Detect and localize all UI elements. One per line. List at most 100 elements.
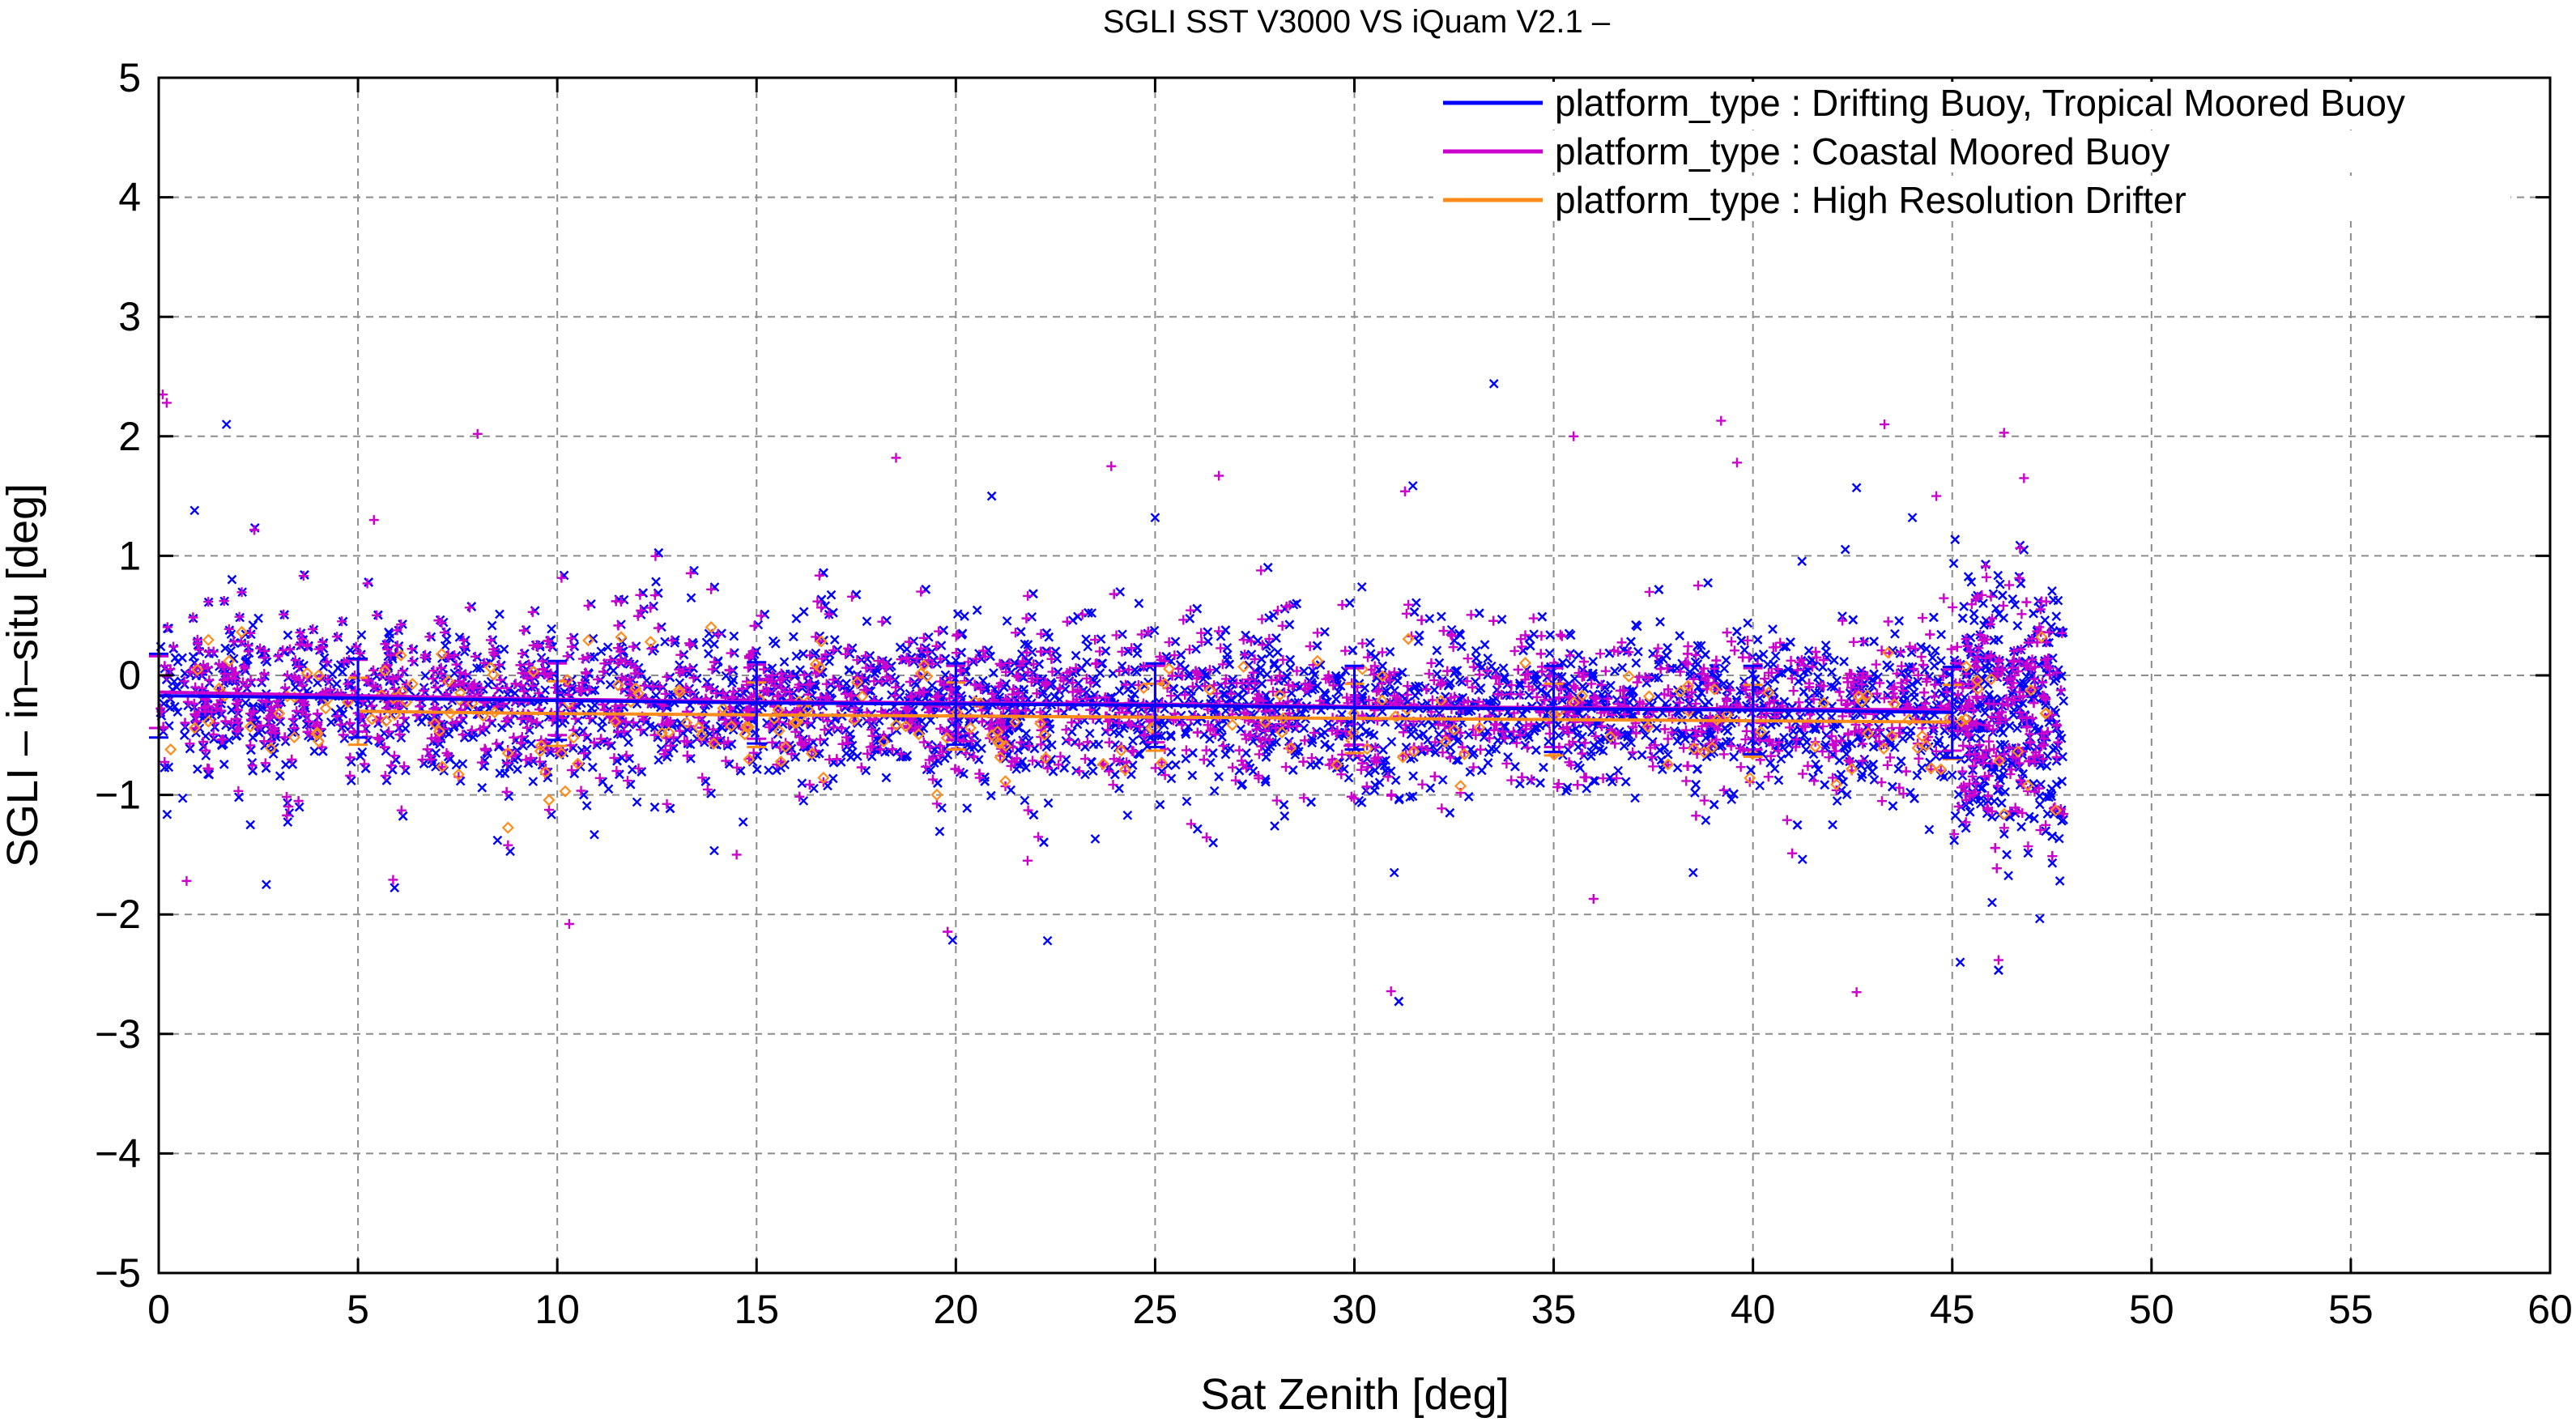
data-point bbox=[1582, 783, 1592, 794]
data-point bbox=[1475, 608, 1484, 619]
data-point bbox=[1894, 615, 1904, 626]
data-point bbox=[1220, 749, 1231, 760]
data-point bbox=[686, 593, 696, 603]
data-point bbox=[1432, 645, 1442, 656]
data-point bbox=[2029, 608, 2038, 619]
data-point bbox=[1917, 763, 1927, 773]
data-point bbox=[219, 759, 229, 769]
data-point bbox=[738, 817, 748, 827]
data-point bbox=[221, 419, 232, 429]
data-point bbox=[1909, 687, 1919, 697]
data-point bbox=[1405, 792, 1415, 803]
data-point bbox=[526, 739, 537, 749]
data-point bbox=[162, 809, 172, 820]
data-point bbox=[1284, 619, 1295, 630]
data-point bbox=[1222, 654, 1232, 665]
data-point bbox=[513, 764, 522, 774]
data-point bbox=[1083, 641, 1093, 652]
data-point bbox=[1006, 785, 1016, 795]
data-point bbox=[387, 764, 398, 775]
data-point bbox=[1269, 660, 1279, 671]
data-point bbox=[477, 782, 488, 793]
data-point bbox=[1719, 663, 1730, 674]
data-point bbox=[1265, 649, 1275, 659]
data-point bbox=[1186, 691, 1197, 701]
data-point bbox=[1409, 607, 1420, 617]
data-points bbox=[155, 379, 2069, 1007]
data-point bbox=[1692, 648, 1702, 658]
data-point bbox=[1630, 793, 1640, 803]
data-point bbox=[1929, 661, 1939, 671]
data-point bbox=[1209, 786, 1220, 796]
data-point bbox=[1192, 824, 1203, 834]
data-point bbox=[895, 692, 905, 702]
data-point bbox=[2048, 595, 2059, 605]
data-point bbox=[1450, 666, 1461, 676]
data-point bbox=[1770, 651, 1781, 661]
data-point bbox=[500, 768, 510, 778]
data-point bbox=[2012, 723, 2022, 734]
data-point bbox=[798, 796, 809, 806]
data-point bbox=[1978, 598, 1988, 608]
data-point bbox=[1969, 608, 1979, 619]
data-point bbox=[1655, 617, 1665, 627]
data-point bbox=[1799, 687, 1809, 697]
data-point bbox=[791, 614, 802, 624]
data-point bbox=[1811, 759, 1820, 769]
data-point bbox=[1999, 613, 2009, 624]
data-point bbox=[1312, 628, 1322, 638]
data-point bbox=[2058, 751, 2067, 762]
data-point bbox=[1672, 763, 1683, 773]
data-point bbox=[1149, 625, 1160, 636]
data-point bbox=[440, 641, 450, 651]
data-point bbox=[2016, 578, 2026, 589]
data-point bbox=[283, 630, 293, 641]
data-point bbox=[588, 633, 598, 644]
data-point bbox=[1535, 777, 1545, 788]
data-point bbox=[1483, 654, 1493, 663]
data-point bbox=[1320, 739, 1330, 750]
data-point bbox=[798, 649, 808, 659]
data-point bbox=[275, 771, 285, 781]
data-point bbox=[1526, 776, 1535, 786]
data-point bbox=[1454, 756, 1463, 765]
data-point bbox=[989, 668, 998, 678]
data-point bbox=[1959, 602, 1969, 611]
data-point bbox=[1816, 711, 1825, 722]
data-point bbox=[1021, 729, 1032, 739]
data-point bbox=[1027, 611, 1037, 622]
data-point bbox=[1429, 685, 1440, 695]
data-point bbox=[1374, 777, 1385, 788]
data-point bbox=[750, 728, 760, 738]
data-point bbox=[589, 652, 599, 662]
data-point bbox=[895, 642, 905, 653]
data-point bbox=[1043, 798, 1054, 808]
data-point bbox=[1369, 786, 1380, 795]
data-point bbox=[598, 717, 608, 726]
data-point bbox=[2004, 721, 2015, 731]
data-point bbox=[1776, 754, 1786, 764]
data-point bbox=[624, 737, 633, 747]
data-point bbox=[660, 636, 670, 647]
data-point bbox=[986, 790, 996, 801]
data-point bbox=[1589, 740, 1599, 751]
data-point bbox=[1701, 815, 1711, 825]
data-point bbox=[381, 746, 391, 756]
data-point bbox=[581, 801, 592, 811]
data-point bbox=[1631, 619, 1641, 630]
data-point bbox=[1050, 692, 1060, 701]
data-point bbox=[496, 722, 507, 733]
data-point bbox=[632, 797, 642, 807]
data-point bbox=[1454, 675, 1465, 685]
data-point bbox=[381, 775, 392, 786]
data-point bbox=[649, 802, 660, 812]
data-point bbox=[1334, 687, 1343, 697]
data-point bbox=[1890, 628, 1900, 639]
data-point bbox=[1095, 668, 1105, 679]
data-point bbox=[177, 793, 188, 803]
data-point bbox=[1553, 719, 1563, 730]
data-point bbox=[1839, 657, 1849, 666]
data-point bbox=[1273, 647, 1283, 658]
data-point bbox=[1626, 738, 1637, 747]
data-point bbox=[226, 645, 236, 656]
